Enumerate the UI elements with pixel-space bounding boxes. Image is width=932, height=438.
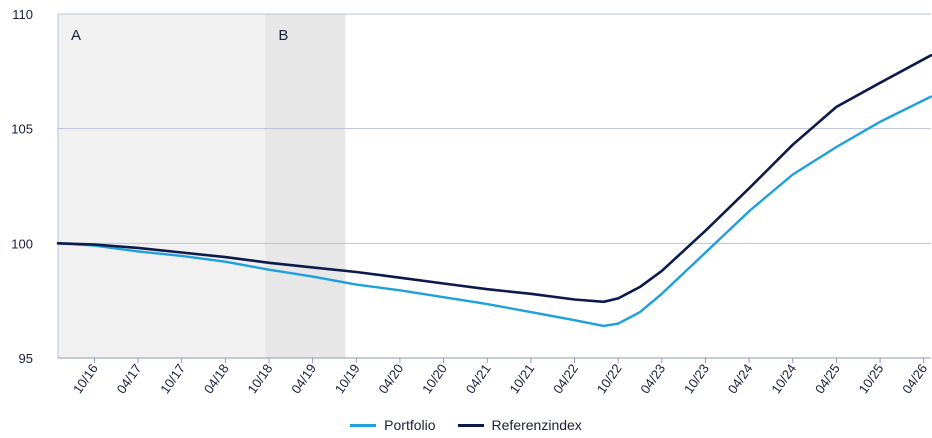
legend-swatch-portfolio [350,423,377,427]
region-a [58,14,266,358]
legend-item-referenzindex: Referenzindex [457,417,582,433]
y-tick-label-105: 105 [11,122,33,137]
x-tick-label: 10/25 [856,361,887,396]
x-tick-label: 04/18 [201,361,232,396]
x-tick-label: 04/20 [375,361,406,396]
y-axis-ticks: 95 100 105 110 [11,7,33,366]
x-tick-label: 04/25 [812,361,843,396]
x-tick-label: 10/19 [332,361,363,396]
series-line-portfolio [56,95,932,328]
region-label-a: A [71,27,81,44]
legend-swatch-referenzindex [457,423,484,427]
x-tick-label: 10/17 [157,361,188,396]
y-tick-label-110: 110 [12,7,33,22]
gridlines [58,13,931,244]
y-tick-label-95: 95 [19,351,33,366]
x-tick-label: 04/23 [637,361,668,396]
x-tick-label: 10/16 [70,361,101,396]
x-axis [57,14,931,359]
x-tick-label: 10/22 [594,361,625,396]
region-b [265,14,346,358]
legend: Portfolio Referenzindex [0,414,932,436]
legend-label-portfolio: Portfolio [384,417,436,433]
x-tick-label: 10/20 [419,361,450,396]
legend-label-referenzindex: Referenzindex [491,417,582,433]
series-lines [56,53,932,328]
x-tick-label: 04/26 [899,361,930,396]
x-tick-label: 04/24 [725,361,756,396]
shaded-regions [58,14,346,358]
x-tick-label: 04/19 [288,361,319,396]
x-axis-ticks: 10/16 04/17 10/17 04/18 10/18 04/19 10/19 04/20… [70,358,930,396]
x-tick-label: 04/22 [550,361,581,396]
x-tick-label: 04/17 [114,361,145,396]
region-label-b: B [278,27,288,44]
x-tick-label: 10/21 [506,361,537,396]
x-tick-label: 10/23 [681,361,712,396]
legend-item-portfolio: Portfolio [350,417,436,433]
x-tick-label: 04/21 [463,361,494,396]
y-tick-label-100: 100 [11,236,33,251]
series-line-referenzindex [56,53,932,304]
x-tick-label: 10/18 [244,361,275,396]
x-tick-label: 10/24 [768,361,799,396]
